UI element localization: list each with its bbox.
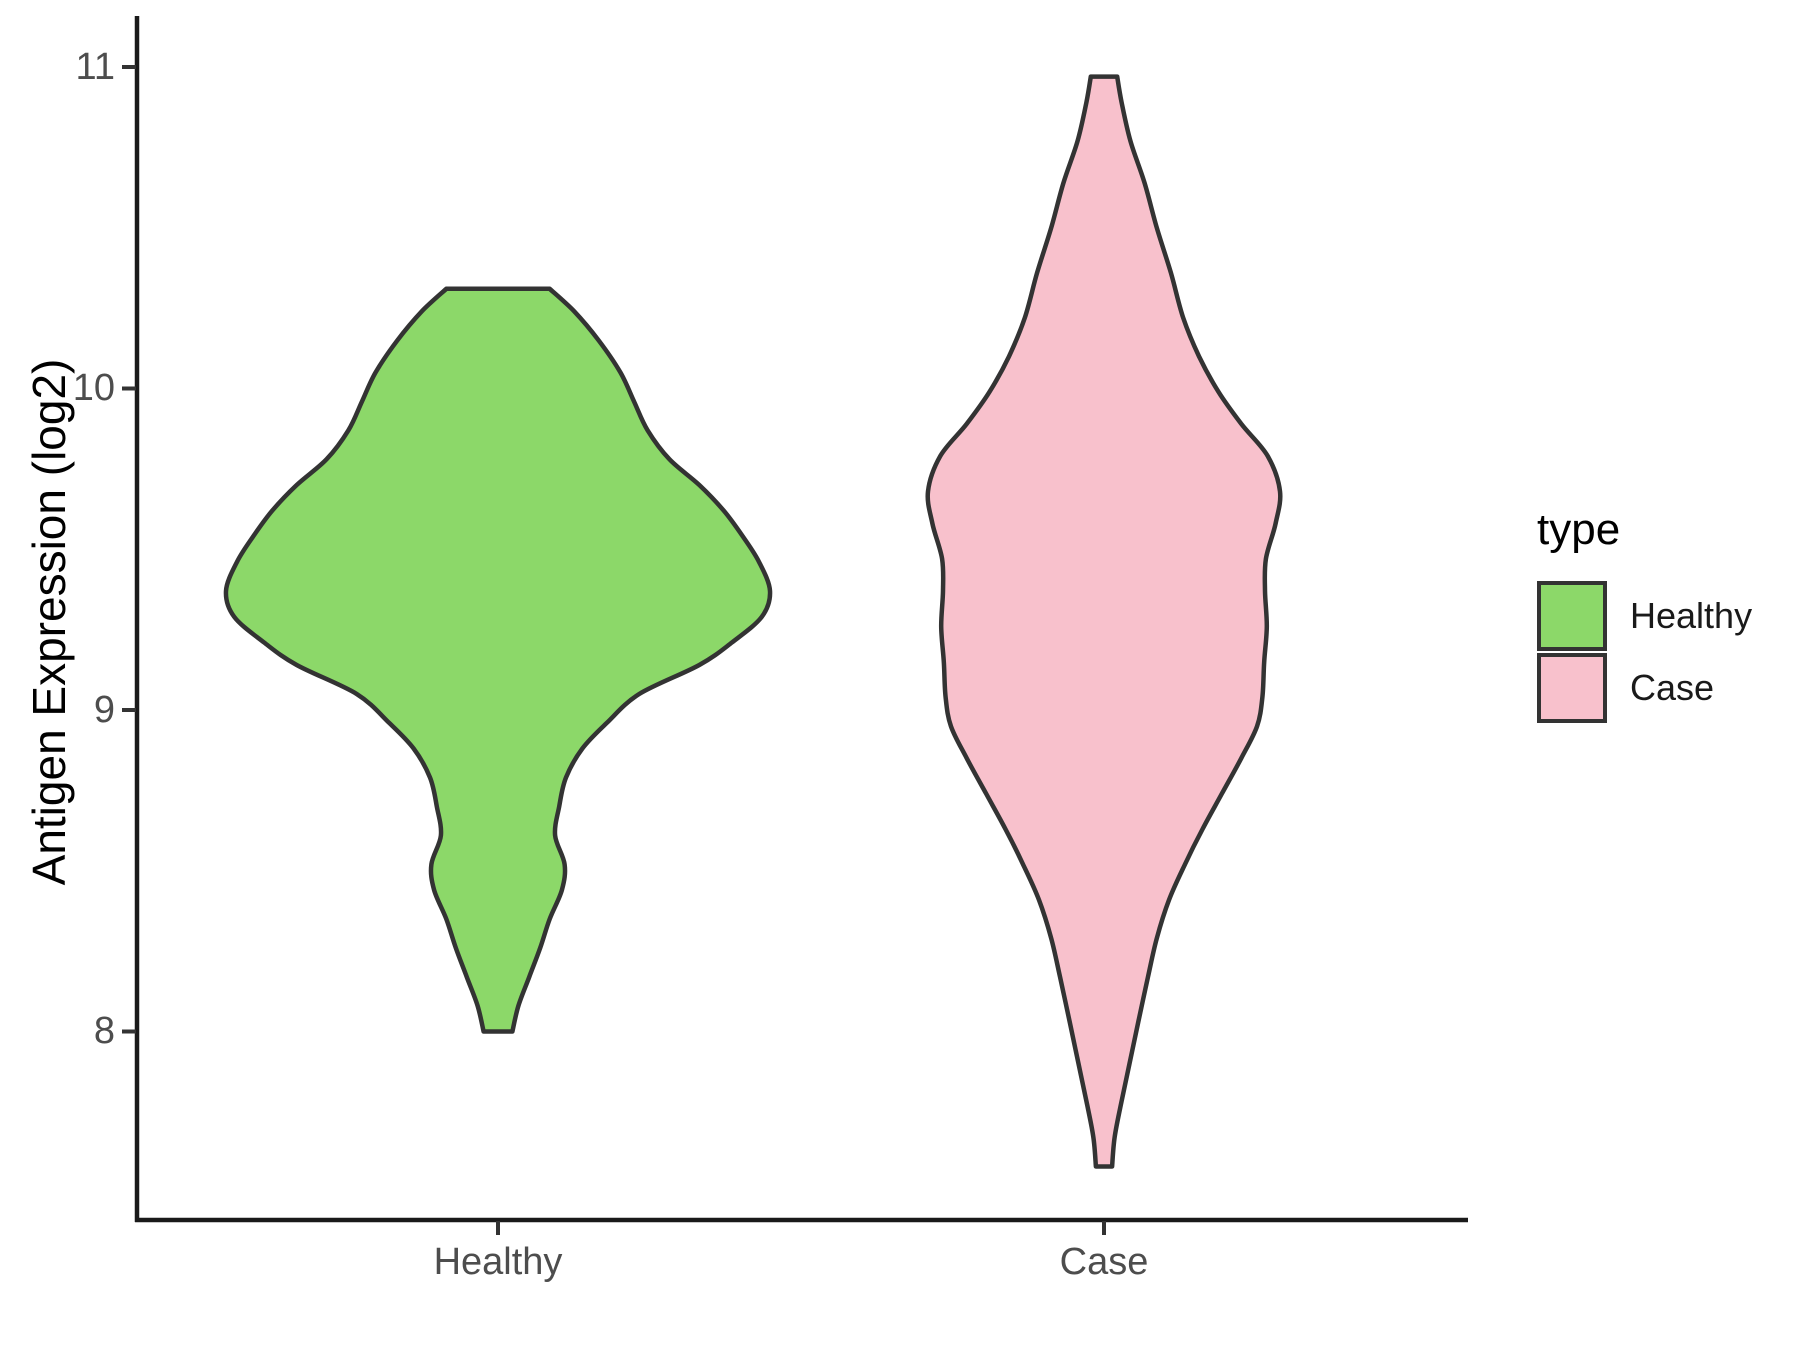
y-axis-title: Antigen Expression (log2): [23, 358, 75, 886]
legend-swatch-healthy: [1537, 581, 1607, 651]
x-tick-marks: [496, 1221, 1106, 1235]
y-tick-marks: [122, 65, 136, 1034]
y-tick-label-11: 11: [75, 46, 115, 88]
y-tick-label-8: 8: [93, 1010, 115, 1052]
x-tick-label-case: Case: [1059, 1241, 1149, 1283]
legend: type Healthy Case: [1537, 505, 1797, 725]
violin-healthy: [223, 286, 773, 1034]
y-tick-label-9: 9: [93, 689, 115, 731]
legend-label-case: Case: [1630, 667, 1715, 708]
violin-case: [925, 74, 1283, 1169]
x-tick-label-healthy: Healthy: [433, 1241, 563, 1283]
legend-swatch-case: [1537, 653, 1607, 723]
legend-label-healthy: Healthy: [1630, 595, 1753, 636]
legend-entry-case: Case: [1537, 653, 1797, 725]
y-tick-label-10: 10: [72, 367, 115, 409]
legend-entry-healthy: Healthy: [1537, 581, 1797, 653]
legend-title: type: [1537, 505, 1621, 554]
